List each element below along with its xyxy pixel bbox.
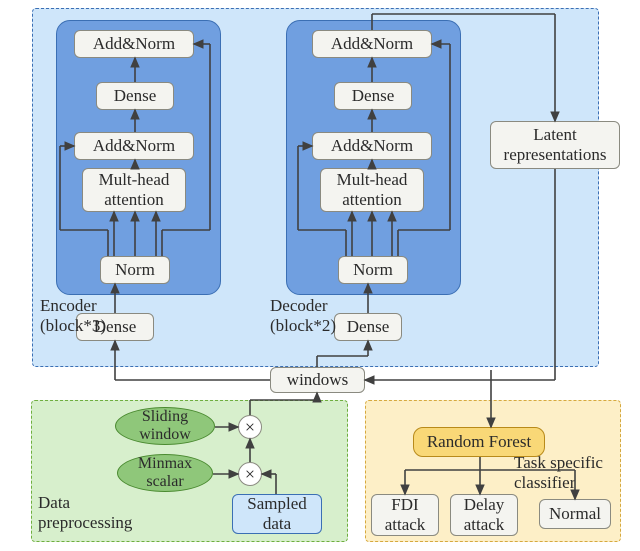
preproc-label: Data preprocessing <box>38 493 158 534</box>
delay-attack-label: Delay attack <box>464 495 505 534</box>
encoder-norm: Norm <box>100 256 170 284</box>
latent-representations: Latent representations <box>490 121 620 169</box>
decoder-addnorm1: Add&Norm <box>312 132 432 160</box>
sampled-data-label: Sampled data <box>247 494 307 533</box>
encoder-addnorm2-label: Add&Norm <box>93 34 175 54</box>
windows-node: windows <box>270 367 365 393</box>
mult-op-1: × <box>238 415 262 439</box>
normal-output: Normal <box>539 499 611 529</box>
decoder-dense1-label: Dense <box>347 317 389 337</box>
decoder-norm: Norm <box>338 256 408 284</box>
fdi-attack: FDI attack <box>371 494 439 536</box>
decoder-dense2: Dense <box>334 82 412 110</box>
encoder-dense2: Dense <box>96 82 174 110</box>
encoder-addnorm1: Add&Norm <box>74 132 194 160</box>
encoder-mha-label: Mult-head attention <box>99 170 170 209</box>
latent-representations-label: Latent representations <box>504 125 607 164</box>
windows-node-label: windows <box>287 370 348 390</box>
encoder-addnorm2: Add&Norm <box>74 30 194 58</box>
sampled-data: Sampled data <box>232 494 322 534</box>
encoder-dense2-label: Dense <box>114 86 156 106</box>
minmax-scalar: Minmax scalar <box>117 454 213 492</box>
sliding-window: Sliding window <box>115 407 215 445</box>
decoder-label: Decoder (block*2) <box>270 296 350 337</box>
encoder-addnorm1-label: Add&Norm <box>93 136 175 156</box>
normal-output-label: Normal <box>549 504 601 524</box>
decoder-dense2-label: Dense <box>352 86 394 106</box>
fdi-attack-label: FDI attack <box>385 495 426 534</box>
decoder-mha-label: Mult-head attention <box>337 170 408 209</box>
decoder-addnorm2: Add&Norm <box>312 30 432 58</box>
decoder-addnorm1-label: Add&Norm <box>331 136 413 156</box>
encoder-mha: Mult-head attention <box>82 168 186 212</box>
delay-attack: Delay attack <box>450 494 518 536</box>
decoder-mha: Mult-head attention <box>320 168 424 212</box>
classifier-label: Task specific classifier <box>514 453 624 494</box>
random-forest-label: Random Forest <box>427 432 531 452</box>
encoder-norm-label: Norm <box>115 260 155 280</box>
encoder-label: Encoder (block*3) <box>40 296 120 337</box>
decoder-addnorm2-label: Add&Norm <box>331 34 413 54</box>
mult-op-2: × <box>238 462 262 486</box>
decoder-norm-label: Norm <box>353 260 393 280</box>
